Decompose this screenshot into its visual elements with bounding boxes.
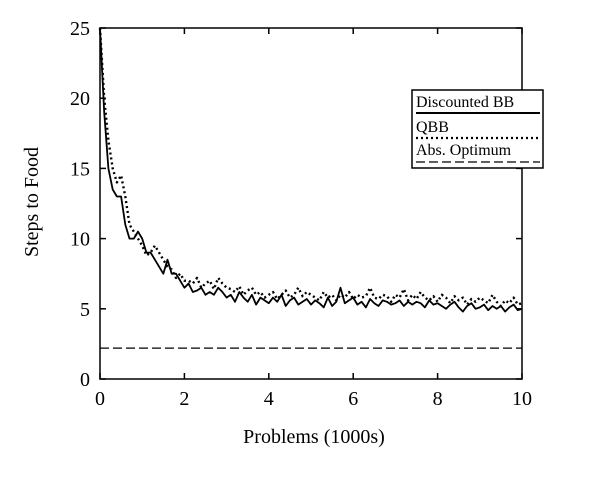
x-tick-label: 6 xyxy=(348,388,358,410)
x-tick-label: 2 xyxy=(179,388,189,410)
y-tick-label: 5 xyxy=(80,299,90,321)
series-line-qbb xyxy=(98,27,523,308)
x-tick-label: 0 xyxy=(95,388,105,410)
legend-label-abs-optimum: Abs. Optimum xyxy=(416,142,512,159)
ticks-layer: 0 2 4 6 8 10 0 5 10 15 20 25 xyxy=(70,18,532,410)
legend: Discounted BB QBB Abs. Optimum xyxy=(411,89,544,169)
legend-box xyxy=(411,89,544,169)
legend-label-qbb: QBB xyxy=(416,119,449,136)
series-layer xyxy=(98,27,523,349)
y-tick-label: 10 xyxy=(70,229,90,251)
x-axis-title: Problems (1000s) xyxy=(243,426,385,448)
y-tick-label: 25 xyxy=(70,18,90,40)
y-tick-label: 20 xyxy=(70,88,90,110)
y-tick-label: 0 xyxy=(80,369,90,391)
x-tick-label: 10 xyxy=(512,388,532,410)
y-tick-label: 15 xyxy=(70,158,90,180)
legend-label-discounted-bb: Discounted BB xyxy=(416,94,514,111)
x-tick-label: 8 xyxy=(433,388,443,410)
x-tick-label: 4 xyxy=(264,388,274,410)
y-axis-title: Steps to Food xyxy=(21,147,43,257)
plot-frame xyxy=(99,27,523,380)
